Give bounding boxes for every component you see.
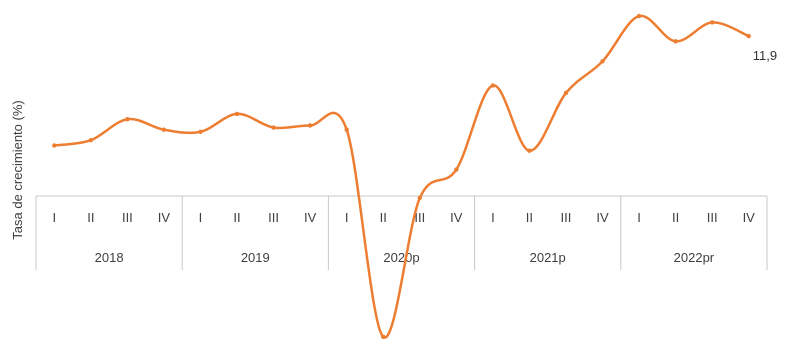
year-group-label: 2020p [383,250,419,265]
data-point [344,127,349,132]
quarter-tick-label: III [707,210,718,225]
data-point [161,127,167,132]
data-point [710,20,715,25]
quarter-tick-label: III [268,210,279,225]
data-point [88,138,94,143]
y-axis-label-group: Tasa de crecimiento (%) [10,100,25,239]
data-labels: 11,9 [753,48,777,63]
data-point [234,111,240,117]
data-point [271,125,276,130]
year-group-label: 2018 [95,250,124,265]
data-point [417,195,422,201]
last-value-label: 11,9 [753,48,777,63]
year-group-label: 2022pr [674,250,715,265]
quarter-tick-label: IV [158,210,171,225]
quarter-tick-label: IV [304,210,317,225]
data-point [527,148,532,153]
year-group-label: 2021p [530,250,566,265]
quarter-tick-label: II [672,210,679,225]
quarter-tick-label: II [87,210,94,225]
quarter-tick-label: III [122,210,133,225]
data-point [198,129,203,134]
quarter-tick-label: I [491,210,495,225]
quarter-tick-label: II [526,210,533,225]
quarter-tick-label: I [199,210,203,225]
quarter-tick-label: IV [743,210,756,225]
data-point [673,39,678,44]
quarter-tick-label: II [380,210,387,225]
data-point [746,33,751,39]
year-group-label: 2019 [241,250,270,265]
data-point [125,117,130,122]
quarter-tick-label: IV [450,210,463,225]
quarter-tick-label: I [52,210,56,225]
data-point [381,334,386,339]
data-point [563,90,569,96]
category-axis: I II III IV I II III IV I II III IV I II III IV I II III IV… [35,195,768,270]
quarter-tick-label: III [561,210,572,225]
quarter-tick-label: I [345,210,349,225]
series-line [53,14,750,339]
data-point [600,59,605,64]
quarter-tick-label: IV [596,210,609,225]
data-point [490,83,496,88]
quarter-tick-label: III [414,210,425,225]
quarter-tick-label: I [637,210,641,225]
data-point [52,143,57,148]
data-point [454,167,459,172]
y-axis-label: Tasa de crecimiento (%) [10,100,25,239]
data-point [636,13,642,19]
quarter-tick-label: II [233,210,240,225]
data-point [307,123,313,128]
data-points [52,13,751,339]
